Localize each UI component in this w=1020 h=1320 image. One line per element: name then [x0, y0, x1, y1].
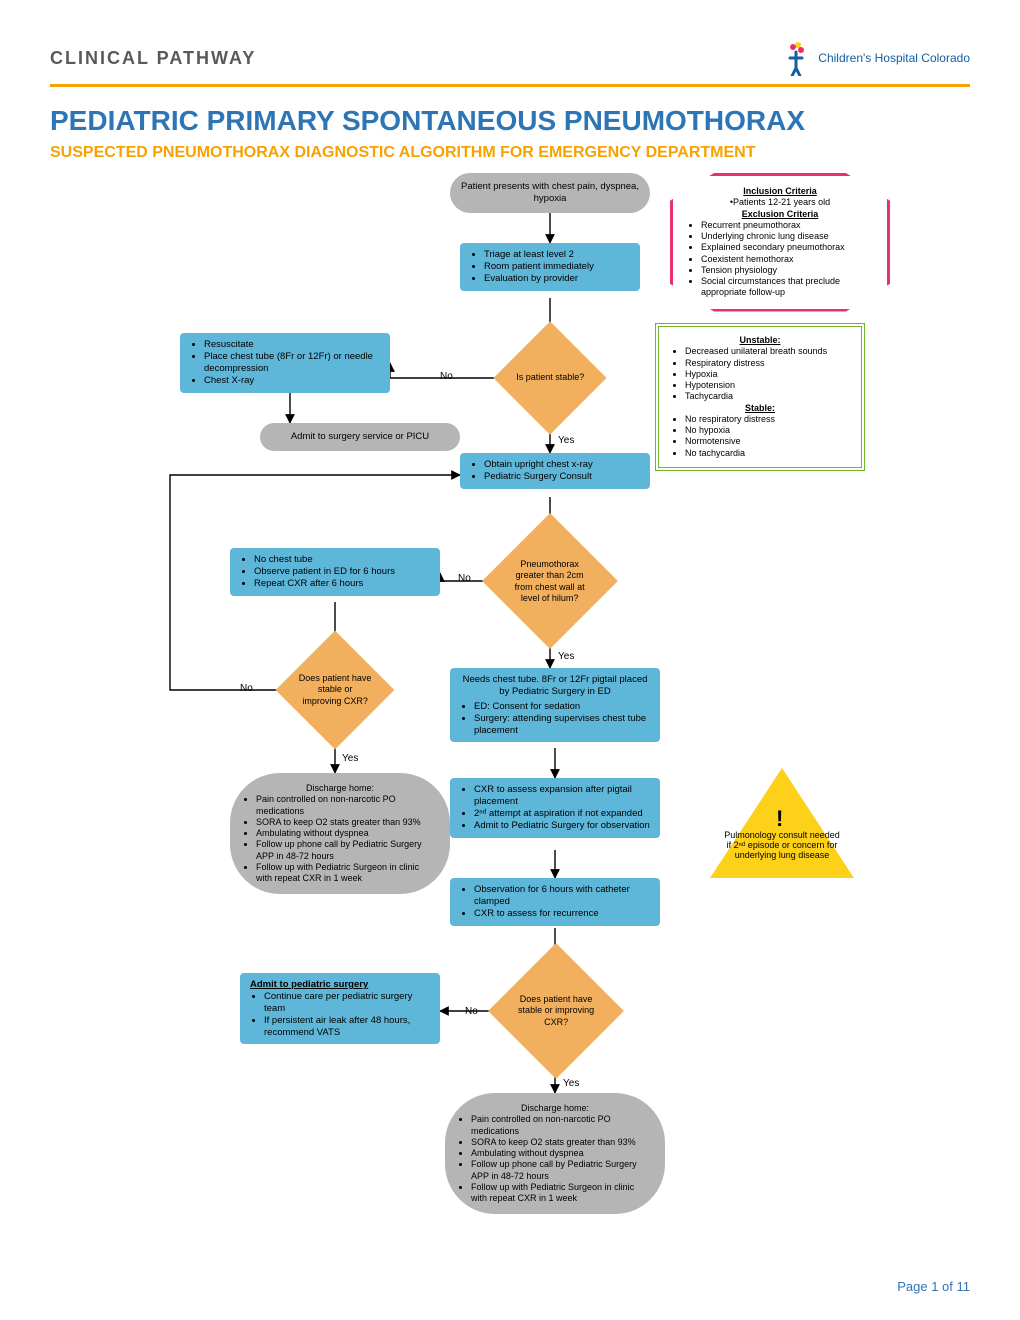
edge-label: Yes	[558, 651, 574, 662]
edge-label: Yes	[558, 435, 574, 446]
node-admit2: Admit to pediatric surgeryContinue care …	[240, 973, 440, 1044]
warning-bang: !	[776, 806, 783, 832]
flowchart-canvas: No Yes No Yes No Yes No Yes Patient presents wit…	[50, 173, 970, 1253]
node-admit1: Admit to surgery service or PICU	[260, 423, 460, 451]
page-header: CLINICAL PATHWAY Children's Hospital Col…	[50, 40, 970, 76]
header-rule	[50, 84, 970, 87]
node-disc1: Discharge home:Pain controlled on non-na…	[230, 773, 450, 894]
page-title: PEDIATRIC PRIMARY SPONTANEOUS PNEUMOTHOR…	[50, 105, 970, 137]
node-tube: Needs chest tube. 8Fr or 12Fr pigtail pl…	[450, 668, 660, 742]
node-obs6: No chest tubeObserve patient in ED for 6…	[230, 548, 440, 596]
edge-label: Yes	[342, 753, 358, 764]
logo-text: Children's Hospital Colorado	[818, 51, 970, 65]
edge-label: No	[458, 573, 471, 584]
edge-label: Yes	[563, 1078, 579, 1089]
page-footer: Page 1 of 11	[897, 1279, 970, 1294]
edge-label: No	[240, 683, 253, 694]
node-resus: ResuscitatePlace chest tube (8Fr or 12Fr…	[180, 333, 390, 393]
hospital-logo: Children's Hospital Colorado	[782, 40, 970, 76]
node-obs6b: Observation for 6 hours with catheter cl…	[450, 878, 660, 926]
edge-label: No	[440, 371, 453, 382]
node-triage: Triage at least level 2Room patient imme…	[460, 243, 640, 291]
stability-legend: Unstable:Decreased unilateral breath sou…	[655, 323, 865, 471]
node-xray: Obtain upright chest x-rayPediatric Surg…	[460, 453, 650, 489]
node-start: Patient presents with chest pain, dyspne…	[450, 173, 650, 213]
node-disc2: Discharge home:Pain controlled on non-na…	[445, 1093, 665, 1214]
warning-text: Pulmonology consult needed if 2ⁿᵈ episod…	[722, 830, 842, 860]
logo-icon	[782, 40, 812, 76]
node-cxr2: CXR to assess expansion after pigtail pl…	[450, 778, 660, 838]
header-label: CLINICAL PATHWAY	[50, 48, 256, 69]
criteria-box: Inclusion Criteria•Patients 12-21 years …	[670, 173, 890, 312]
page-subtitle: SUSPECTED PNEUMOTHORAX DIAGNOSTIC ALGORI…	[50, 143, 810, 163]
edge-label: No	[465, 1006, 478, 1017]
